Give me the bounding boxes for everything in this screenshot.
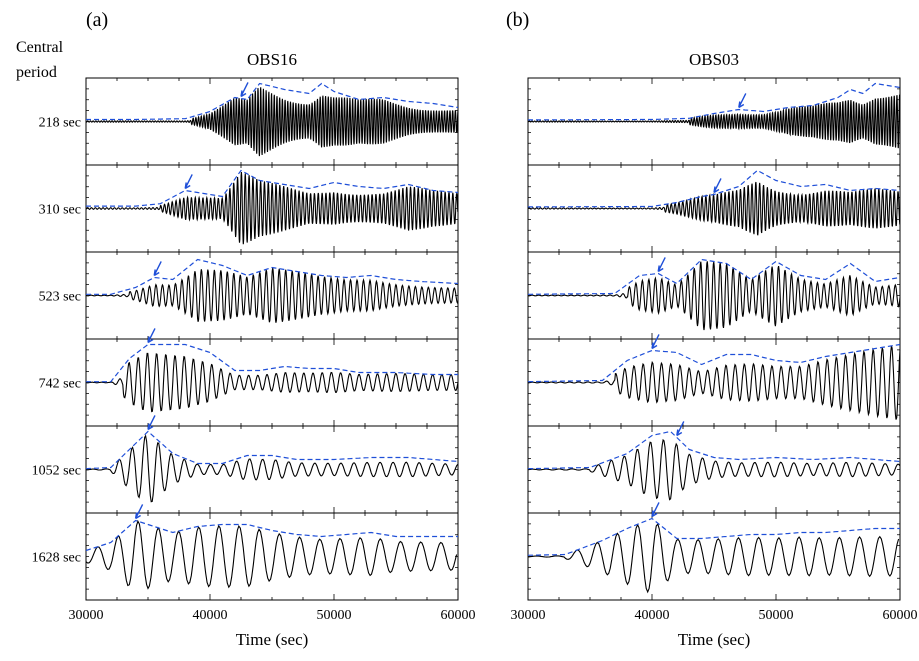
- trace-row-1628: [527, 502, 901, 601]
- arrival-arrow: [147, 415, 156, 431]
- trace-row-310: [527, 164, 901, 253]
- panel-label-b: (b): [506, 9, 529, 31]
- waveform-line: [527, 94, 901, 149]
- row-label: 218 sec: [39, 116, 81, 131]
- row-ticks: [527, 426, 901, 513]
- x-tick-label: 50000: [317, 608, 352, 623]
- waveform-line: [528, 346, 901, 420]
- envelope-line: [528, 169, 901, 208]
- arrival-arrow: [657, 257, 666, 273]
- envelope-line: [85, 430, 459, 470]
- trace-row-310: 310 sec: [39, 164, 459, 253]
- x-tick-label: 60000: [883, 608, 918, 623]
- arrival-arrow: [184, 174, 193, 190]
- trace-row-1628: 1628 sec: [32, 504, 459, 601]
- arrival-arrow: [240, 82, 249, 98]
- envelope-line: [527, 430, 901, 470]
- arrival-arrow: [738, 93, 747, 109]
- arrival-arrow: [147, 328, 156, 344]
- row-label: 523 sec: [39, 290, 81, 305]
- arrival-arrow: [153, 261, 162, 277]
- trace-row-1052: 1052 sec: [32, 415, 459, 514]
- row-ticks: [85, 339, 459, 426]
- panel-a: 218 sec 310 sec 523 sec 742 sec 1052 sec 1628…: [32, 77, 476, 623]
- row-label: 310 sec: [39, 203, 81, 218]
- x-tick-label: 60000: [441, 608, 476, 623]
- waveform-line: [85, 267, 459, 323]
- arrival-arrow: [713, 178, 722, 194]
- waveform-line: [86, 434, 459, 503]
- row-ticks: [85, 252, 459, 339]
- plot-area: 218 sec 310 sec 523 sec 742 sec 1052 sec 1628…: [32, 77, 918, 623]
- envelope-line: [527, 517, 900, 556]
- arrival-arrow: [134, 504, 144, 520]
- trace-row-218: [527, 77, 901, 166]
- arrival-arrow: [651, 334, 660, 350]
- waveform-line: [527, 181, 901, 236]
- x-tick-label: 30000: [69, 608, 104, 623]
- panel-a-title: OBS16: [247, 50, 297, 69]
- trace-row-218: 218 sec: [39, 77, 459, 166]
- trace-row-742: 742 sec: [39, 328, 459, 427]
- row-label: 1628 sec: [32, 551, 81, 566]
- envelope-line: [86, 82, 459, 121]
- waveform-line: [85, 519, 458, 590]
- arrival-arrow: [651, 502, 660, 518]
- envelope-line: [86, 169, 459, 207]
- panel-label-a: (a): [86, 9, 108, 31]
- x-tick-label: 30000: [511, 608, 546, 623]
- panel-b-title: OBS03: [689, 50, 739, 69]
- trace-row-523: 523 sec: [39, 251, 459, 340]
- x-tick-label: 40000: [193, 608, 228, 623]
- row-label: 1052 sec: [32, 464, 81, 479]
- waveform-line: [85, 87, 459, 157]
- envelope-line: [85, 519, 458, 552]
- row-label: 742 sec: [39, 377, 81, 392]
- waveform-line: [527, 261, 901, 331]
- waveform-line: [527, 438, 901, 501]
- envelope-line: [86, 258, 459, 295]
- trace-row-742: [527, 334, 901, 427]
- envelope-line: [86, 343, 458, 383]
- arrival-arrow: [676, 421, 685, 437]
- panel-b-xlabel: Time (sec): [678, 630, 751, 649]
- row-frame: [85, 512, 459, 601]
- row-header-line-2: period: [16, 64, 57, 81]
- envelope-line: [528, 258, 901, 295]
- waveform-line: [85, 352, 459, 413]
- x-tick-label: 40000: [635, 608, 670, 623]
- panel-a-xlabel: Time (sec): [236, 630, 309, 649]
- trace-row-1052: [527, 421, 901, 514]
- trace-row-523: [527, 251, 901, 340]
- panel-b: 30000 40000 50000 60000: [511, 77, 918, 623]
- row-ticks: [85, 513, 459, 600]
- row-header-line-1: Central: [16, 39, 64, 56]
- x-tick-label: 50000: [759, 608, 794, 623]
- waveform-line: [85, 172, 459, 245]
- envelope-line: [528, 82, 901, 121]
- waveform-line: [527, 522, 900, 594]
- row-frame: [85, 338, 459, 427]
